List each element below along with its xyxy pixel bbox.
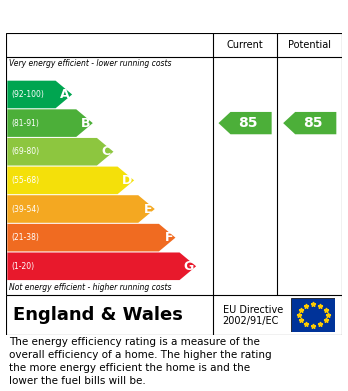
Polygon shape bbox=[7, 253, 196, 280]
Polygon shape bbox=[7, 167, 134, 194]
Text: E: E bbox=[144, 203, 152, 215]
Text: (81-91): (81-91) bbox=[11, 118, 39, 127]
Text: (92-100): (92-100) bbox=[11, 90, 44, 99]
Polygon shape bbox=[7, 109, 93, 137]
Text: (39-54): (39-54) bbox=[11, 204, 39, 213]
Text: A: A bbox=[60, 88, 70, 101]
Polygon shape bbox=[7, 138, 113, 165]
Text: G: G bbox=[183, 260, 193, 273]
Polygon shape bbox=[7, 224, 175, 251]
Text: C: C bbox=[102, 145, 111, 158]
Text: Energy Efficiency Rating: Energy Efficiency Rating bbox=[10, 7, 240, 25]
Text: (55-68): (55-68) bbox=[11, 176, 39, 185]
Polygon shape bbox=[7, 81, 72, 108]
Text: Very energy efficient - lower running costs: Very energy efficient - lower running co… bbox=[9, 59, 172, 68]
Text: 2002/91/EC: 2002/91/EC bbox=[223, 316, 279, 326]
Text: Current: Current bbox=[227, 40, 263, 50]
Text: England & Wales: England & Wales bbox=[13, 306, 183, 324]
Polygon shape bbox=[7, 195, 155, 223]
Text: B: B bbox=[81, 117, 90, 129]
Text: Not energy efficient - higher running costs: Not energy efficient - higher running co… bbox=[9, 283, 172, 292]
Polygon shape bbox=[283, 112, 336, 134]
Text: Potential: Potential bbox=[288, 40, 331, 50]
Text: EU Directive: EU Directive bbox=[223, 305, 283, 315]
Polygon shape bbox=[219, 112, 272, 134]
Text: (69-80): (69-80) bbox=[11, 147, 39, 156]
Text: The energy efficiency rating is a measure of the
overall efficiency of a home. T: The energy efficiency rating is a measur… bbox=[9, 337, 272, 386]
Text: (1-20): (1-20) bbox=[11, 262, 34, 271]
Text: 85: 85 bbox=[303, 116, 322, 130]
Text: (21-38): (21-38) bbox=[11, 233, 39, 242]
Text: D: D bbox=[121, 174, 132, 187]
Text: F: F bbox=[165, 231, 173, 244]
Text: 85: 85 bbox=[238, 116, 258, 130]
